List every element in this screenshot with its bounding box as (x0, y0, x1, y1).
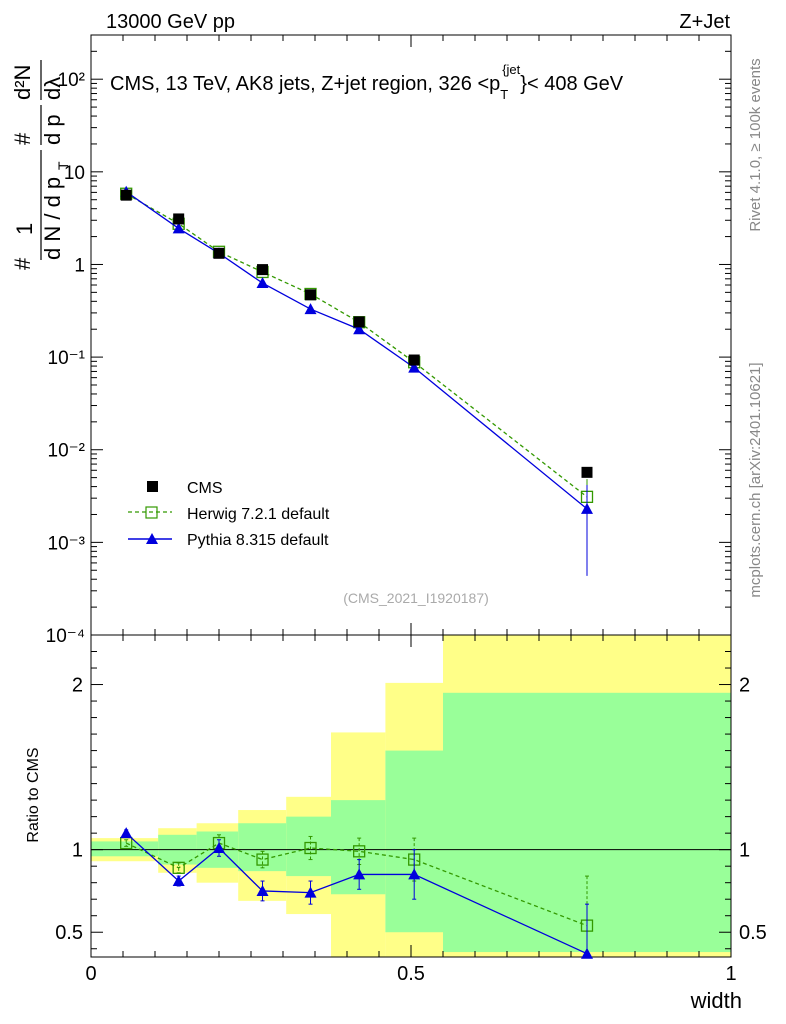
point-pythia (408, 361, 421, 373)
ratio-series-layer (120, 827, 594, 959)
point-cms (581, 466, 593, 478)
ratio-point-herwig (256, 853, 269, 866)
point-cms (213, 247, 225, 259)
x-axis-label: width (690, 988, 742, 1013)
ratio-tick-label: 2 (72, 675, 83, 697)
point-pythia (353, 323, 366, 335)
ratio-point-pythia (120, 827, 133, 839)
point-cms (120, 189, 132, 201)
point-cms (257, 264, 269, 276)
ratio-line-herwig (125, 842, 588, 927)
point-pythia (172, 222, 185, 234)
ratio-tick-label: 1 (72, 840, 83, 862)
series-line-herwig (125, 193, 588, 498)
x-tick-label: 0 (85, 963, 96, 985)
analysis-id: (CMS_2021_I1920187) (343, 590, 489, 606)
legend-marker-cms (147, 481, 158, 492)
point-pythia (304, 303, 317, 315)
ratio-tick-label-right: 2 (739, 675, 750, 697)
svg-text:d N / d p: d N / d p (40, 177, 65, 260)
chart-title: CMS, 13 TeV, AK8 jets, Z+jet region, 326… (110, 62, 624, 102)
rivet-label: Rivet 4.1.0, ≥ 100k events (747, 58, 764, 231)
ratio-y-axis-label: Ratio to CMS (25, 747, 42, 842)
ratio-band-inner (385, 750, 443, 933)
ratio-tick-label-right: 0.5 (739, 922, 767, 944)
legend-label-herwig: Herwig 7.2.1 default (187, 506, 330, 523)
y-tick-label: 10⁻³ (48, 533, 86, 554)
point-pythia (256, 277, 269, 289)
x-tick-label: 0.5 (397, 963, 425, 985)
y-tick-label: 1 (74, 255, 85, 276)
ratio-point-pythia (304, 886, 317, 898)
y-tick-label: 10² (58, 70, 85, 91)
series-layer (120, 185, 594, 576)
svg-text:dλ: dλ (40, 77, 65, 100)
point-cms (305, 289, 317, 301)
svg-text:d²N: d²N (10, 65, 35, 100)
svg-text:#: # (10, 257, 35, 270)
energy-label: 13000 GeV pp (106, 11, 235, 33)
ratio-band-inner (286, 816, 331, 877)
process-label: Z+Jet (679, 11, 730, 33)
mcplots-label: mcplots.cern.ch [arXiv:2401.10621] (747, 362, 764, 597)
y-tick-label: 10⁻² (48, 441, 86, 462)
legend-marker-herwig (145, 506, 158, 519)
y-tick-label: 10⁻¹ (48, 348, 86, 369)
ratio-point-herwig (172, 861, 185, 874)
svg-text:d p: d p (40, 114, 65, 145)
ratio-point-pythia (353, 868, 366, 880)
y-tick-label: 10⁻⁴ (46, 626, 85, 647)
ratio-tick-label: 0.5 (55, 922, 83, 944)
svg-text:T: T (55, 161, 71, 170)
legend-label-pythia: Pythia 8.315 default (187, 532, 329, 549)
ratio-point-pythia (172, 875, 185, 887)
ratio-tick-label-right: 1 (739, 840, 750, 862)
legend-label-cms: CMS (187, 480, 223, 497)
point-cms (173, 213, 185, 225)
legend-marker-pythia (146, 533, 158, 544)
x-tick-label: 1 (725, 963, 736, 985)
svg-text:#: # (10, 132, 35, 145)
svg-text:1: 1 (12, 223, 37, 235)
ratio-point-pythia (256, 884, 269, 896)
ratio-point-herwig (304, 841, 317, 855)
ratio-band-inner (331, 800, 386, 895)
y-tick-label: 10 (64, 163, 85, 184)
series-line-pythia (125, 191, 588, 510)
point-cms (408, 354, 420, 366)
ratio-point-herwig (353, 845, 366, 858)
ratio-uncertainty-bands (91, 635, 731, 957)
point-cms (353, 316, 365, 328)
ratio-point-pythia (213, 842, 225, 854)
legend: CMS Herwig 7.2.1 default Pythia 8.315 de… (128, 480, 330, 549)
y-axis-label: # 1 d N / d p T # d p d²N dλ (10, 60, 71, 270)
ratio-point-pythia (581, 947, 593, 959)
ratio-plot-frame (90, 634, 732, 958)
ratio-line-pythia (125, 832, 588, 955)
ratio-point-pythia (408, 868, 421, 880)
